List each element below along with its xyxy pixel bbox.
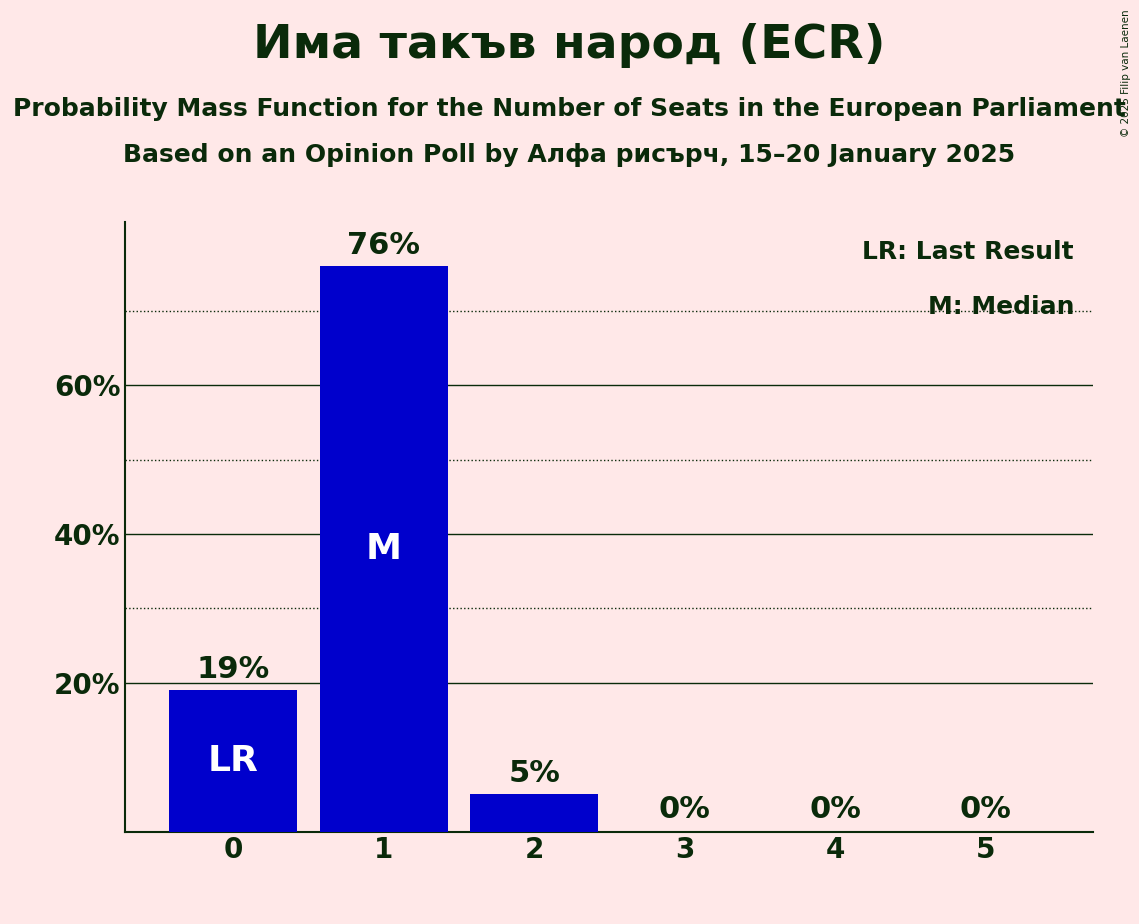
- Text: Probability Mass Function for the Number of Seats in the European Parliament: Probability Mass Function for the Number…: [13, 97, 1126, 121]
- Text: M: Median: M: Median: [927, 295, 1074, 319]
- Text: M: M: [366, 532, 402, 566]
- Bar: [320, 266, 448, 832]
- Text: 0%: 0%: [658, 796, 711, 824]
- Text: 5%: 5%: [508, 760, 560, 788]
- Text: Има такъв народ (ECR): Има такъв народ (ECR): [253, 23, 886, 68]
- Bar: [470, 795, 598, 832]
- Text: 0%: 0%: [809, 796, 861, 824]
- Text: 0%: 0%: [959, 796, 1011, 824]
- Text: LR: Last Result: LR: Last Result: [862, 240, 1074, 264]
- Text: Based on an Opinion Poll by Алфа рисърч, 15–20 January 2025: Based on an Opinion Poll by Алфа рисърч,…: [123, 143, 1016, 167]
- Bar: [170, 690, 297, 832]
- Text: 76%: 76%: [347, 231, 420, 261]
- Text: LR: LR: [207, 744, 259, 778]
- Text: © 2025 Filip van Laenen: © 2025 Filip van Laenen: [1121, 9, 1131, 137]
- Text: 19%: 19%: [197, 655, 270, 685]
